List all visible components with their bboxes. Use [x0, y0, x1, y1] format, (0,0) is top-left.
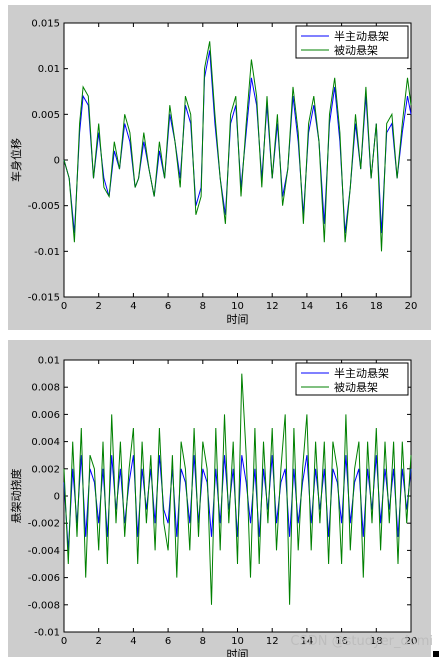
- x-tick-label: 10: [231, 636, 244, 647]
- y-tick-label: 0.002: [31, 464, 60, 475]
- y-tick-label: -0.006: [28, 573, 60, 584]
- x-axis-label: 时间: [227, 313, 249, 326]
- y-tick-label: -0.01: [34, 628, 60, 639]
- corner-mark: [433, 651, 439, 657]
- x-tick-label: 12: [266, 301, 279, 312]
- legend-box: [295, 362, 409, 396]
- y-tick-label: 0.01: [38, 64, 60, 75]
- y-tick-label: -0.01: [34, 247, 60, 258]
- x-tick-label: 20: [405, 301, 418, 312]
- x-tick-label: 20: [405, 636, 418, 647]
- x-tick-label: 16: [335, 636, 348, 647]
- series-line-passive: [63, 373, 412, 605]
- x-tick-label: 4: [130, 301, 136, 312]
- y-tick-label: 0: [54, 156, 60, 167]
- y-tick-label: 0.01: [38, 356, 60, 367]
- x-tick-label: 16: [335, 301, 348, 312]
- x-tick-label: 18: [370, 301, 383, 312]
- x-tick-label: 6: [165, 301, 171, 312]
- x-tick-label: 14: [301, 301, 314, 312]
- legend-label: 半主动悬架: [334, 29, 389, 43]
- y-tick-label: 0.005: [31, 110, 60, 121]
- x-tick-label: 8: [200, 636, 206, 647]
- body-displacement-chart: 0 2 4 6 8 10 12 14 16 18 20 -0.015 -0.01 -0.005 0 0.005…: [9, 19, 418, 327]
- y-tick-label: 0.015: [31, 19, 60, 30]
- legend-box: [295, 25, 409, 59]
- x-tick-label: 0: [61, 636, 67, 647]
- x-tick-label: 14: [301, 636, 314, 647]
- y-tick-label: -0.008: [28, 600, 60, 611]
- bottom-figure-panel: 0 2 4 6 8 10 12 14 16 18 20 -0.01 -0.008 -0.006 -0.004…: [8, 340, 431, 657]
- series-line-passive: [63, 41, 412, 252]
- legend-label: 被动悬架: [334, 381, 378, 394]
- x-tick-label: 8: [200, 301, 206, 312]
- plot-area: [63, 359, 412, 633]
- plot-area: [63, 22, 412, 298]
- y-tick-label: 0.004: [31, 437, 60, 448]
- suspension-deflection-chart: 0 2 4 6 8 10 12 14 16 18 20 -0.01 -0.008 -0.006 -0.004…: [9, 356, 418, 657]
- top-figure-panel: 0 2 4 6 8 10 12 14 16 18 20 -0.015 -0.01 -0.005 0 0.005…: [8, 5, 431, 330]
- legend-label: 半主动悬架: [334, 366, 389, 380]
- x-tick-label: 0: [61, 301, 67, 312]
- x-tick-label: 2: [96, 301, 102, 312]
- x-tick-label: 4: [130, 636, 136, 647]
- y-tick-label: -0.002: [28, 519, 60, 530]
- y-axis-label: 悬架动挠度: [9, 469, 23, 524]
- x-tick-label: 18: [370, 636, 383, 647]
- legend-label: 被动悬架: [334, 44, 378, 57]
- x-axis-label: 时间: [227, 648, 249, 657]
- y-tick-label: -0.005: [28, 201, 60, 212]
- y-tick-label: -0.004: [28, 546, 60, 557]
- y-tick-label: -0.015: [28, 293, 60, 304]
- x-tick-label: 12: [266, 636, 279, 647]
- y-tick-label: 0.008: [31, 383, 60, 394]
- y-tick-label: 0: [54, 492, 60, 503]
- x-tick-label: 10: [231, 301, 244, 312]
- watermark-text: CSDN @studyer_domi: [290, 634, 433, 649]
- x-tick-label: 6: [165, 636, 171, 647]
- y-tick-label: 0.006: [31, 410, 60, 421]
- y-axis-label: 车身位移: [9, 138, 23, 182]
- x-tick-label: 2: [96, 636, 102, 647]
